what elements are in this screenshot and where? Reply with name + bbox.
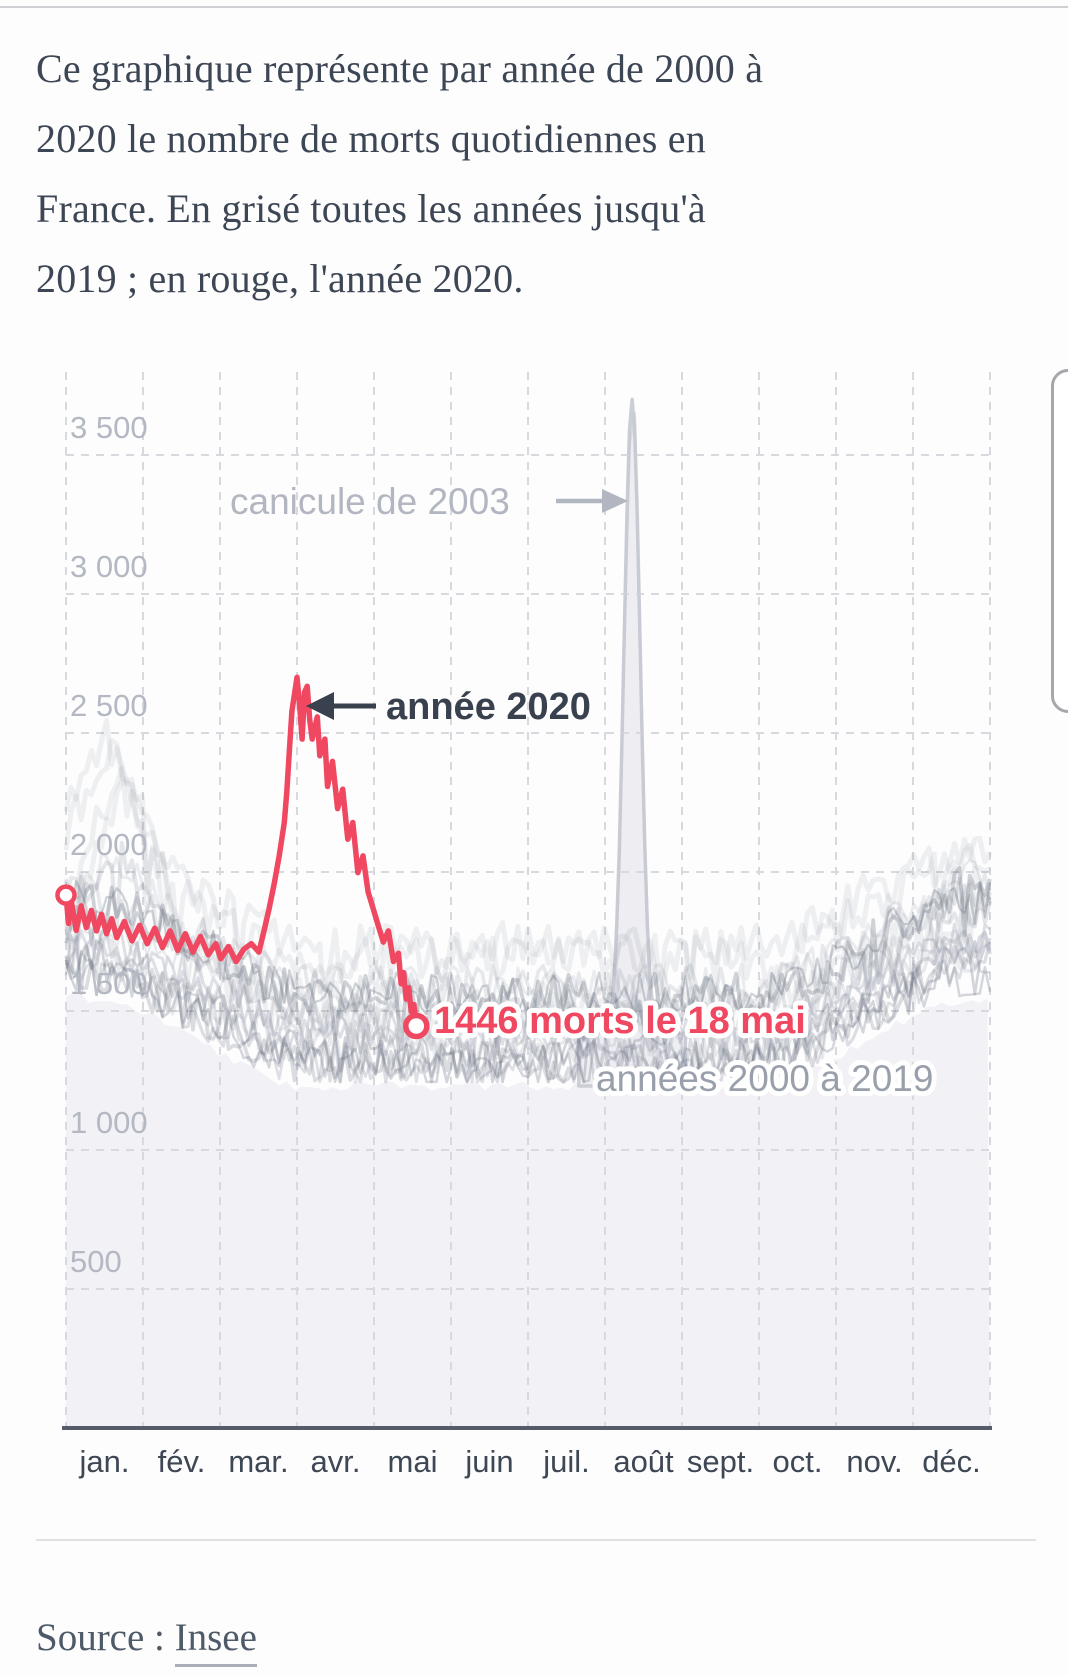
x-tick-label-month: déc. [922, 1444, 981, 1479]
source-label: Source : [36, 1616, 175, 1659]
x-tick-label-month: fév. [158, 1444, 206, 1479]
description-line: 2019 ; en rouge, l'année 2020. [36, 256, 524, 301]
year-series-gray [63, 718, 992, 1019]
annotation-deaths: 1446 morts le 18 mai [434, 1000, 806, 1042]
year-series-gray [64, 950, 992, 1084]
y-tick-label: 1 500 [70, 966, 148, 1001]
x-tick-label-month: avr. [311, 1444, 361, 1479]
description-line: 2020 le nombre de morts quotidiennes en [36, 116, 706, 161]
y-tick-label: 2 000 [70, 827, 148, 862]
top-divider [0, 6, 1068, 8]
y-tick-label: 3 500 [70, 410, 148, 445]
x-tick-label-month: jan. [79, 1444, 130, 1479]
description-line: Ce graphique représente par année de 200… [36, 46, 764, 91]
year-series-gray [64, 840, 992, 1061]
x-tick-label-month: mar. [228, 1444, 288, 1479]
x-tick-label-month: mai [388, 1444, 438, 1479]
annotation-annee2020: année 2020 [386, 686, 591, 728]
x-tick-label-month: nov. [846, 1444, 902, 1479]
year-series-gray [63, 738, 993, 1021]
year-series-gray [64, 929, 992, 1084]
y-tick-label: 500 [70, 1244, 122, 1279]
source-line: Source : Insee [36, 1615, 257, 1667]
series-2020-start-marker [55, 884, 77, 906]
series-2020-line [63, 674, 420, 1029]
x-tick-label-month: juil. [542, 1444, 590, 1479]
y-tick-label: 1 000 [70, 1105, 148, 1140]
year-series-gray [63, 765, 992, 1077]
chart-description: Ce graphique représente par année de 200… [36, 34, 1016, 314]
series-2020-end-marker [403, 1012, 430, 1040]
annotation-canicule: canicule de 2003 [230, 481, 510, 522]
x-tick-label-month: juin [464, 1444, 513, 1479]
canicule-arrow-head [602, 489, 628, 513]
year-series-gray [63, 778, 993, 1057]
description-line: France. En grisé toutes les années jusqu… [36, 186, 706, 231]
annotation-years: années 2000 à 2019 [596, 1058, 933, 1099]
x-tick-label-month: août [613, 1444, 674, 1479]
y-tick-label: 2 500 [70, 688, 148, 723]
x-tick-label-month: sept. [687, 1444, 754, 1479]
source-link-insee[interactable]: Insee [174, 1616, 257, 1667]
x-tick-label-month: oct. [773, 1444, 823, 1479]
browser-scrollbar-thumb[interactable] [1051, 369, 1068, 713]
year-series-gray [64, 939, 991, 1084]
y-tick-label: 3 000 [70, 549, 148, 584]
bottom-divider [36, 1539, 1036, 1541]
year-series-gray [64, 880, 992, 1056]
year-series-gray [64, 935, 992, 1084]
year-series-gray [64, 866, 992, 1052]
year-series-2003 [64, 412, 992, 1052]
annee2020-arrow-head [306, 692, 334, 720]
year-series-gray [64, 940, 990, 1084]
